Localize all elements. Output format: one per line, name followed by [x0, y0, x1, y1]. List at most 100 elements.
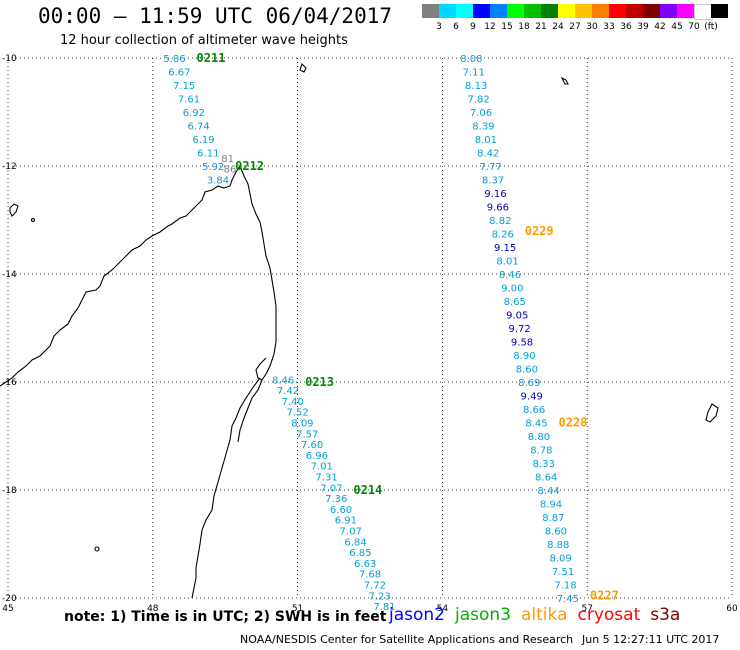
color-scale-swatch [626, 4, 643, 18]
swh-value-label: 8.64 [535, 473, 557, 484]
color-scale-label: 33 [603, 22, 615, 32]
color-scale-swatch [711, 4, 728, 18]
swh-value-label: 6.63 [354, 559, 376, 570]
swh-value-label: 6.91 [335, 516, 357, 527]
swh-value-label: 9.72 [508, 324, 530, 335]
swh-value-label: 8.82 [489, 216, 511, 227]
pass-time-label: 0229 [525, 224, 554, 238]
swh-value-label: 8.60 [545, 527, 567, 538]
swh-value-label: 7.40 [282, 397, 304, 408]
color-scale-label: 45 [671, 22, 683, 32]
swh-value-label: 6.84 [344, 537, 366, 548]
swh-value-label: 7.51 [552, 567, 574, 578]
pass-time-label: 0228 [559, 416, 588, 430]
satellite-legend: jason2 jason3 altika cryosat s3a [389, 605, 690, 625]
source-credit: NOAA/NESDIS Center for Satellite Applica… [240, 633, 574, 646]
color-scale-swatch [660, 4, 677, 18]
legend-item-s3a: s3a [650, 605, 681, 625]
swh-value-label: 9.16 [484, 189, 506, 200]
color-scale-label: 39 [637, 22, 649, 32]
swh-value-label: 5.92 [202, 162, 224, 173]
color-scale-label: 42 [654, 22, 666, 32]
longitude-tick-label: 45 [2, 604, 13, 614]
color-scale-label: 3 [436, 22, 442, 32]
swh-value-label: 9.66 [487, 203, 509, 214]
swh-value-label: 7.57 [296, 429, 318, 440]
color-scale-swatch [592, 4, 609, 18]
color-scale-swatch [490, 4, 507, 18]
swh-value-label: 7.11 [463, 68, 485, 79]
latitude-tick-label: -10 [2, 54, 17, 64]
swh-value-label: 8.42 [477, 149, 499, 160]
swh-value-label: 86 [224, 165, 237, 176]
units-note: note: 1) Time is in UTC; 2) SWH is in fe… [64, 609, 387, 625]
color-scale-swatch [575, 4, 592, 18]
longitude-tick-label: 57 [581, 604, 592, 614]
longitude-tick-label: 48 [147, 604, 159, 614]
longitude-tick-label: 51 [292, 604, 303, 614]
pass-time-label: 0214 [353, 483, 382, 497]
swh-value-label: 8.80 [528, 432, 550, 443]
swh-value-label: 7.61 [178, 95, 200, 106]
pass-time-label: 0213 [305, 375, 334, 389]
swh-value-label: 7.18 [554, 581, 576, 592]
swh-value-label: 5.86 [163, 54, 185, 65]
swh-value-label: 7.42 [277, 386, 299, 397]
latitude-tick-label: -18 [2, 486, 17, 496]
swh-value-label: 6.19 [192, 135, 214, 146]
page-title: 00:00 – 11:59 UTC 06/04/2017 [38, 4, 393, 28]
madagascar-south [191, 377, 261, 599]
color-scale-swatch [541, 4, 558, 18]
swh-value-label: 8.45 [525, 419, 547, 430]
legend-item-cryosat: cryosat [577, 605, 641, 625]
color-scale-swatch [473, 4, 490, 18]
color-scale-swatch [643, 4, 660, 18]
pass-time-label: 0212 [235, 159, 264, 173]
legend-item-altika: altika [521, 605, 568, 625]
swh-value-label: 7.01 [311, 462, 333, 473]
swh-value-label: 8.44 [537, 486, 559, 497]
color-scale-swatch [677, 4, 694, 18]
swh-value-label: 7.36 [325, 494, 347, 505]
swh-value-label: 8.90 [513, 351, 535, 362]
swh-value-label: 8.69 [518, 378, 540, 389]
color-scale-label: 15 [501, 22, 513, 32]
color-scale-swatch [609, 4, 626, 18]
swh-value-label: 8.01 [496, 257, 518, 268]
island-1 [9, 203, 19, 217]
swh-value-label: 6.60 [330, 505, 352, 516]
swh-value-label: 7.68 [359, 570, 381, 581]
island-6 [30, 217, 36, 223]
color-scale-swatch [439, 4, 456, 18]
latitude-tick-label: -16 [2, 378, 17, 388]
page-subtitle: 12 hour collection of altimeter wave hei… [60, 33, 348, 48]
color-scale-label: 30 [586, 22, 598, 32]
swh-value-label: 8.39 [472, 122, 494, 133]
legend-item-jason3: jason3 [455, 605, 511, 625]
swh-value-label: 8.13 [465, 81, 487, 92]
island-4 [299, 62, 307, 73]
swh-value-label: 7.60 [301, 440, 323, 451]
swh-value-label: 7.72 [364, 581, 386, 592]
swh-value-label: 9.05 [506, 311, 528, 322]
swh-value-label: 6.74 [188, 122, 210, 133]
latitude-tick-label: -12 [2, 162, 17, 172]
madagascar-east-lower [237, 379, 263, 443]
swh-value-label: 7.45 [557, 594, 579, 605]
swh-value-label: 8.37 [482, 176, 504, 187]
color-scale-label: 36 [620, 22, 632, 32]
island-5 [94, 546, 100, 552]
color-scale-label: 70 [688, 22, 700, 32]
color-scale-swatch [524, 4, 541, 18]
coastline [0, 62, 719, 599]
latitude-tick-label: -14 [2, 270, 17, 280]
swh-value-label: 9.49 [521, 392, 543, 403]
swh-value-label: 8.88 [547, 540, 569, 551]
altimeter-tracks: 5.86 6.67 7.15 7.61 6.92 6.74 6.19 6.11 5.92 3.84… [163, 51, 618, 613]
pass-time-label: 0211 [197, 51, 226, 65]
color-scale-label: 9 [470, 22, 476, 32]
swh-value-label: 6.11 [197, 149, 219, 160]
swh-value-label: 6.85 [349, 548, 371, 559]
generated-timestamp: Jun 5 12:27:11 UTC 2017 [582, 633, 720, 646]
